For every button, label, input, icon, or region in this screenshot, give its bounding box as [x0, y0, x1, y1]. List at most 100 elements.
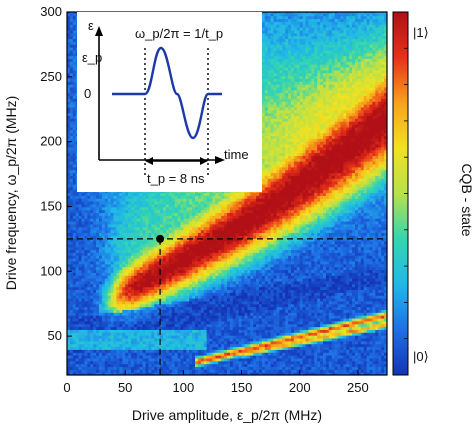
heatmap-cell	[93, 212, 97, 216]
heatmap-cell	[128, 312, 132, 316]
heatmap-cell	[157, 292, 161, 296]
heatmap-cell	[171, 229, 176, 233]
heatmap-cell	[139, 232, 144, 236]
heatmap-cell	[168, 360, 173, 365]
heatmap-cell	[69, 18, 74, 22]
heatmap-cell	[154, 275, 158, 279]
heatmap-cell	[87, 215, 91, 219]
heatmap-cell	[151, 269, 155, 273]
heatmap-cell	[87, 366, 91, 370]
heatmap-cell	[99, 352, 103, 356]
heatmap-cell	[101, 272, 106, 276]
heatmap-cell	[154, 235, 158, 239]
heatmap-cell	[139, 240, 144, 245]
heatmap-cell	[119, 346, 123, 350]
heatmap-cell	[131, 312, 135, 316]
heatmap-cell	[142, 335, 147, 339]
heatmap-cell	[69, 155, 74, 159]
heatmap-cell	[110, 232, 115, 236]
heatmap-cell	[174, 243, 179, 248]
heatmap-cell	[131, 269, 135, 273]
heatmap-cell	[131, 366, 135, 370]
heatmap-cell	[151, 315, 155, 319]
heatmap-cell	[96, 209, 100, 214]
heatmap-cell	[177, 366, 182, 370]
heatmap-cell	[139, 275, 144, 279]
heatmap-cell	[87, 269, 91, 273]
heatmap-cell	[69, 138, 74, 142]
heatmap-cell	[69, 118, 74, 122]
heatmap-cell	[128, 226, 132, 231]
heatmap-cell	[99, 369, 103, 373]
heatmap-cell	[142, 229, 147, 233]
heatmap-cell	[125, 229, 129, 233]
heatmap-cell	[67, 337, 71, 342]
heatmap-cell	[145, 209, 150, 214]
heatmap-cell	[67, 112, 71, 117]
heatmap-cell	[93, 283, 97, 288]
heatmap-cell	[104, 215, 109, 219]
heatmap-cell	[84, 235, 88, 239]
heatmap-cell	[131, 243, 135, 248]
heatmap-cell	[104, 306, 109, 310]
heatmap-cell	[157, 272, 161, 276]
heatmap-cell	[128, 343, 132, 348]
heatmap-cell	[177, 240, 182, 245]
heatmap-cell	[128, 303, 132, 308]
heatmap-cell	[128, 195, 132, 199]
heatmap-cell	[69, 32, 74, 37]
heatmap-cell	[107, 363, 112, 368]
heatmap-cell	[75, 263, 80, 268]
heatmap-cell	[96, 317, 100, 322]
heatmap-cell	[139, 352, 144, 356]
heatmap-cell	[107, 243, 112, 248]
heatmap-cell	[177, 320, 182, 325]
heatmap-cell	[90, 335, 94, 339]
heatmap-cell	[90, 297, 94, 302]
heatmap-cell	[72, 315, 77, 319]
heatmap-cell	[154, 249, 158, 253]
heatmap-cell	[69, 317, 74, 322]
heatmap-cell	[163, 352, 167, 356]
heatmap-cell	[104, 238, 109, 242]
heatmap-cell	[148, 292, 152, 296]
heatmap-cell	[128, 209, 132, 214]
heatmap-cell	[96, 295, 100, 299]
heatmap-cell	[113, 343, 118, 348]
heatmap-cell	[99, 289, 103, 293]
heatmap-cell	[99, 235, 103, 239]
heatmap-cell	[72, 346, 77, 350]
heatmap-cell	[131, 337, 135, 342]
heatmap-cell	[145, 192, 150, 196]
heatmap-cell	[81, 246, 86, 251]
heatmap-cell	[116, 312, 120, 316]
heatmap-cell	[69, 198, 74, 202]
heatmap-cell	[81, 352, 86, 356]
heatmap-cell	[116, 215, 120, 219]
heatmap-cell	[69, 349, 74, 353]
heatmap-cell	[177, 192, 182, 196]
heatmap-cell	[104, 280, 109, 285]
heatmap-cell	[90, 246, 94, 251]
heatmap-cell	[93, 357, 97, 362]
heatmap-cell	[93, 363, 97, 368]
heatmap-cell	[177, 246, 182, 251]
heatmap-cell	[157, 343, 161, 348]
heatmap-cell	[67, 66, 71, 71]
heatmap-cell	[81, 203, 86, 208]
heatmap-cell	[99, 249, 103, 253]
heatmap-cell	[165, 349, 170, 353]
heatmap-cell	[139, 303, 144, 308]
heatmap-cell	[93, 309, 97, 313]
heatmap-cell	[81, 346, 86, 350]
heatmap-cell	[81, 283, 86, 288]
heatmap-cell	[142, 295, 147, 299]
heatmap-cell	[93, 238, 97, 242]
heatmap-cell	[87, 223, 91, 228]
heatmap-cell	[104, 332, 109, 336]
heatmap-cell	[75, 295, 80, 299]
heatmap-cell	[81, 363, 86, 368]
heatmap-cell	[69, 35, 74, 40]
heatmap-cell	[163, 192, 167, 196]
heatmap-cell	[131, 357, 135, 362]
